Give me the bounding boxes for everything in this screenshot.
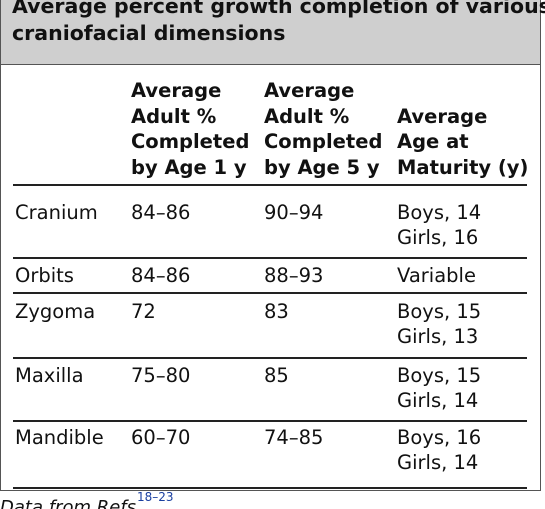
table-cell: 88–93 xyxy=(264,264,324,287)
header-cell: Adult % xyxy=(264,104,350,128)
header-cell: Completed xyxy=(264,130,383,153)
table-cell: Girls, 14 xyxy=(397,451,479,474)
footer-refs: 18–23 xyxy=(137,490,174,504)
table-cell: 75–80 xyxy=(131,364,191,387)
header-cell: by Age 5 y xyxy=(264,155,380,179)
footer-text: Data from Refs xyxy=(0,497,137,509)
table-cell: Boys, 16 xyxy=(397,426,482,449)
title-bar xyxy=(0,0,541,65)
row-label: Zygoma xyxy=(15,300,96,323)
table-frame xyxy=(0,64,541,491)
table-cell: Variable xyxy=(397,264,476,287)
table-cell: 85 xyxy=(264,364,289,387)
header-cell: by Age 1 y xyxy=(131,155,247,179)
row-label: Cranium xyxy=(15,201,98,224)
header-cell: Average xyxy=(397,104,488,128)
header-cell: Completed xyxy=(131,130,250,153)
row-label: Orbits xyxy=(15,264,74,287)
header-cell: Age at xyxy=(397,130,469,153)
table-cell: 90–94 xyxy=(264,201,324,224)
rule xyxy=(13,184,527,186)
rule xyxy=(13,487,527,489)
table-cell: Boys, 15 xyxy=(397,364,482,387)
table-cell: Boys, 14 xyxy=(397,201,482,224)
table-cell: 84–86 xyxy=(131,201,191,224)
table-cell: 72 xyxy=(131,300,156,323)
title-line: Average percent growth completion of var… xyxy=(12,0,545,18)
header-cell: Adult % xyxy=(131,104,217,128)
table-cell: 84–86 xyxy=(131,264,191,287)
table-cell: 60–70 xyxy=(131,426,191,449)
title-line: craniofacial dimensions xyxy=(12,21,286,45)
header-cell: Average xyxy=(264,79,355,102)
rule xyxy=(13,257,527,259)
table-cell: Girls, 16 xyxy=(397,226,479,249)
header-cell: Maturity (y) xyxy=(397,155,529,179)
table-cell: 83 xyxy=(264,300,289,323)
rule xyxy=(13,420,527,422)
table-cell: Girls, 14 xyxy=(397,389,479,412)
row-label: Mandible xyxy=(15,426,104,449)
rule xyxy=(13,357,527,359)
table-cell: Boys, 15 xyxy=(397,300,482,323)
row-label: Maxilla xyxy=(15,364,84,387)
table-cell: 74–85 xyxy=(264,426,324,449)
table-cell: Girls, 13 xyxy=(397,325,479,348)
rule xyxy=(13,292,527,294)
header-cell: Average xyxy=(131,79,222,102)
